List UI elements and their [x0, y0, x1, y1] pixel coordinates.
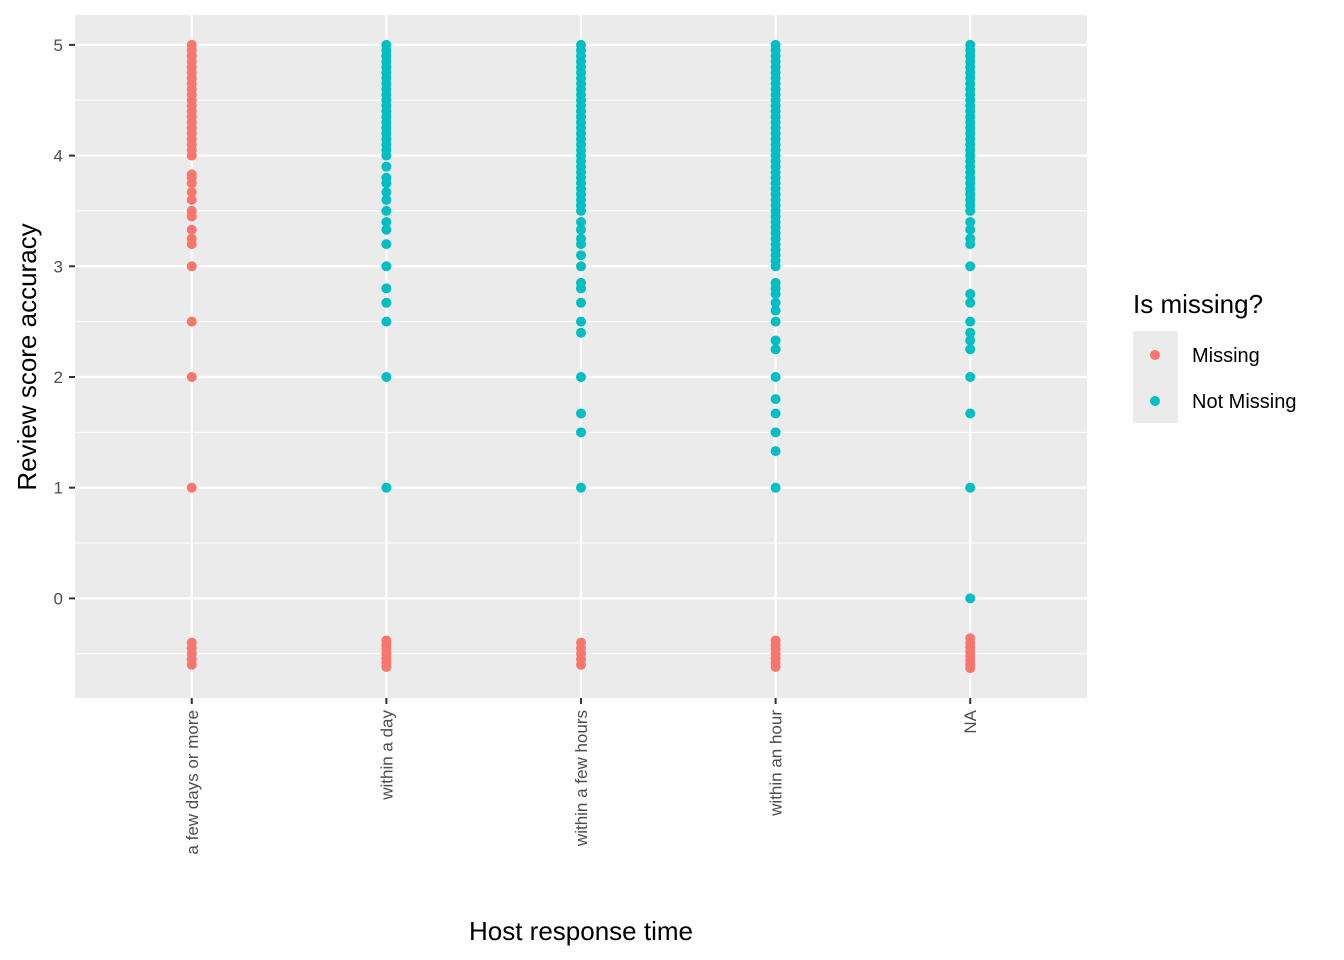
point	[186, 39, 197, 50]
point	[965, 316, 976, 327]
point	[576, 427, 586, 438]
point	[186, 224, 197, 235]
point	[381, 261, 392, 272]
y-axis-title: Review score accuracy	[12, 223, 42, 490]
x-tick-label: within a day	[377, 710, 396, 801]
y-tick-label: 3	[54, 257, 63, 276]
x-tick-label: within an hour	[767, 710, 786, 817]
point	[770, 288, 781, 299]
point	[381, 224, 392, 235]
point	[576, 217, 586, 228]
legend-label: Missing	[1192, 345, 1260, 367]
point	[576, 371, 586, 382]
point	[576, 316, 586, 327]
legend-marker	[1150, 350, 1160, 360]
point	[770, 297, 781, 308]
point	[770, 316, 781, 327]
point	[186, 659, 197, 670]
point	[186, 211, 197, 222]
point	[186, 316, 197, 327]
legend-label: Not Missing	[1192, 391, 1296, 413]
point	[576, 261, 586, 272]
point	[576, 283, 586, 294]
point	[965, 224, 976, 235]
point	[576, 239, 586, 250]
point	[186, 482, 197, 493]
x-axis-title: Host response time	[469, 916, 693, 946]
point	[965, 288, 976, 299]
point	[381, 194, 392, 205]
point	[186, 178, 197, 189]
y-tick-label: 2	[54, 368, 63, 387]
point	[576, 39, 586, 50]
point	[965, 335, 976, 346]
y-tick-label: 4	[54, 147, 63, 166]
point	[965, 261, 976, 272]
point	[576, 297, 586, 308]
point	[381, 662, 392, 673]
point	[576, 327, 586, 338]
point	[381, 297, 392, 308]
point	[770, 662, 781, 673]
point	[381, 178, 392, 189]
point	[576, 250, 586, 261]
y-tick-label: 0	[54, 589, 63, 608]
point	[965, 408, 976, 419]
point	[381, 371, 392, 382]
legend: Is missing? Missing Not Missing	[1133, 289, 1296, 423]
point	[965, 371, 976, 382]
point	[186, 261, 197, 272]
point	[381, 187, 392, 198]
point	[186, 187, 197, 198]
point	[186, 239, 197, 250]
point	[576, 659, 586, 670]
point	[381, 161, 392, 172]
point	[770, 305, 781, 316]
point	[770, 394, 781, 405]
point	[965, 297, 976, 308]
point	[381, 239, 392, 250]
point	[381, 39, 392, 50]
point	[770, 408, 781, 419]
x-tick-label: NA	[961, 709, 980, 733]
axes: 0 1 2 3 4 5 a few days or more within a day with…	[54, 36, 981, 855]
point	[965, 344, 976, 355]
point	[770, 39, 781, 50]
point	[965, 482, 976, 493]
point	[965, 239, 976, 250]
point	[381, 482, 392, 493]
point	[576, 224, 586, 235]
x-tick-label: a few days or more	[183, 710, 202, 855]
point	[381, 283, 392, 294]
point	[381, 217, 392, 228]
point	[576, 482, 586, 493]
point	[186, 371, 197, 382]
point	[770, 427, 781, 438]
point	[965, 327, 976, 338]
legend-marker	[1150, 396, 1160, 406]
points	[186, 39, 976, 674]
point	[770, 335, 781, 346]
point	[770, 344, 781, 355]
point	[965, 663, 976, 674]
point	[965, 39, 976, 50]
point	[770, 371, 781, 382]
point	[381, 316, 392, 327]
point	[576, 408, 586, 419]
y-tick-label: 1	[54, 479, 63, 498]
legend-title: Is missing?	[1133, 289, 1263, 319]
point	[965, 593, 976, 604]
point	[381, 205, 392, 216]
point	[770, 446, 781, 457]
point	[965, 217, 976, 228]
x-tick-label: within a few hours	[572, 710, 591, 847]
legend-key-background	[1133, 331, 1178, 423]
point	[770, 482, 781, 493]
point	[186, 194, 197, 205]
y-tick-label: 5	[54, 36, 63, 55]
